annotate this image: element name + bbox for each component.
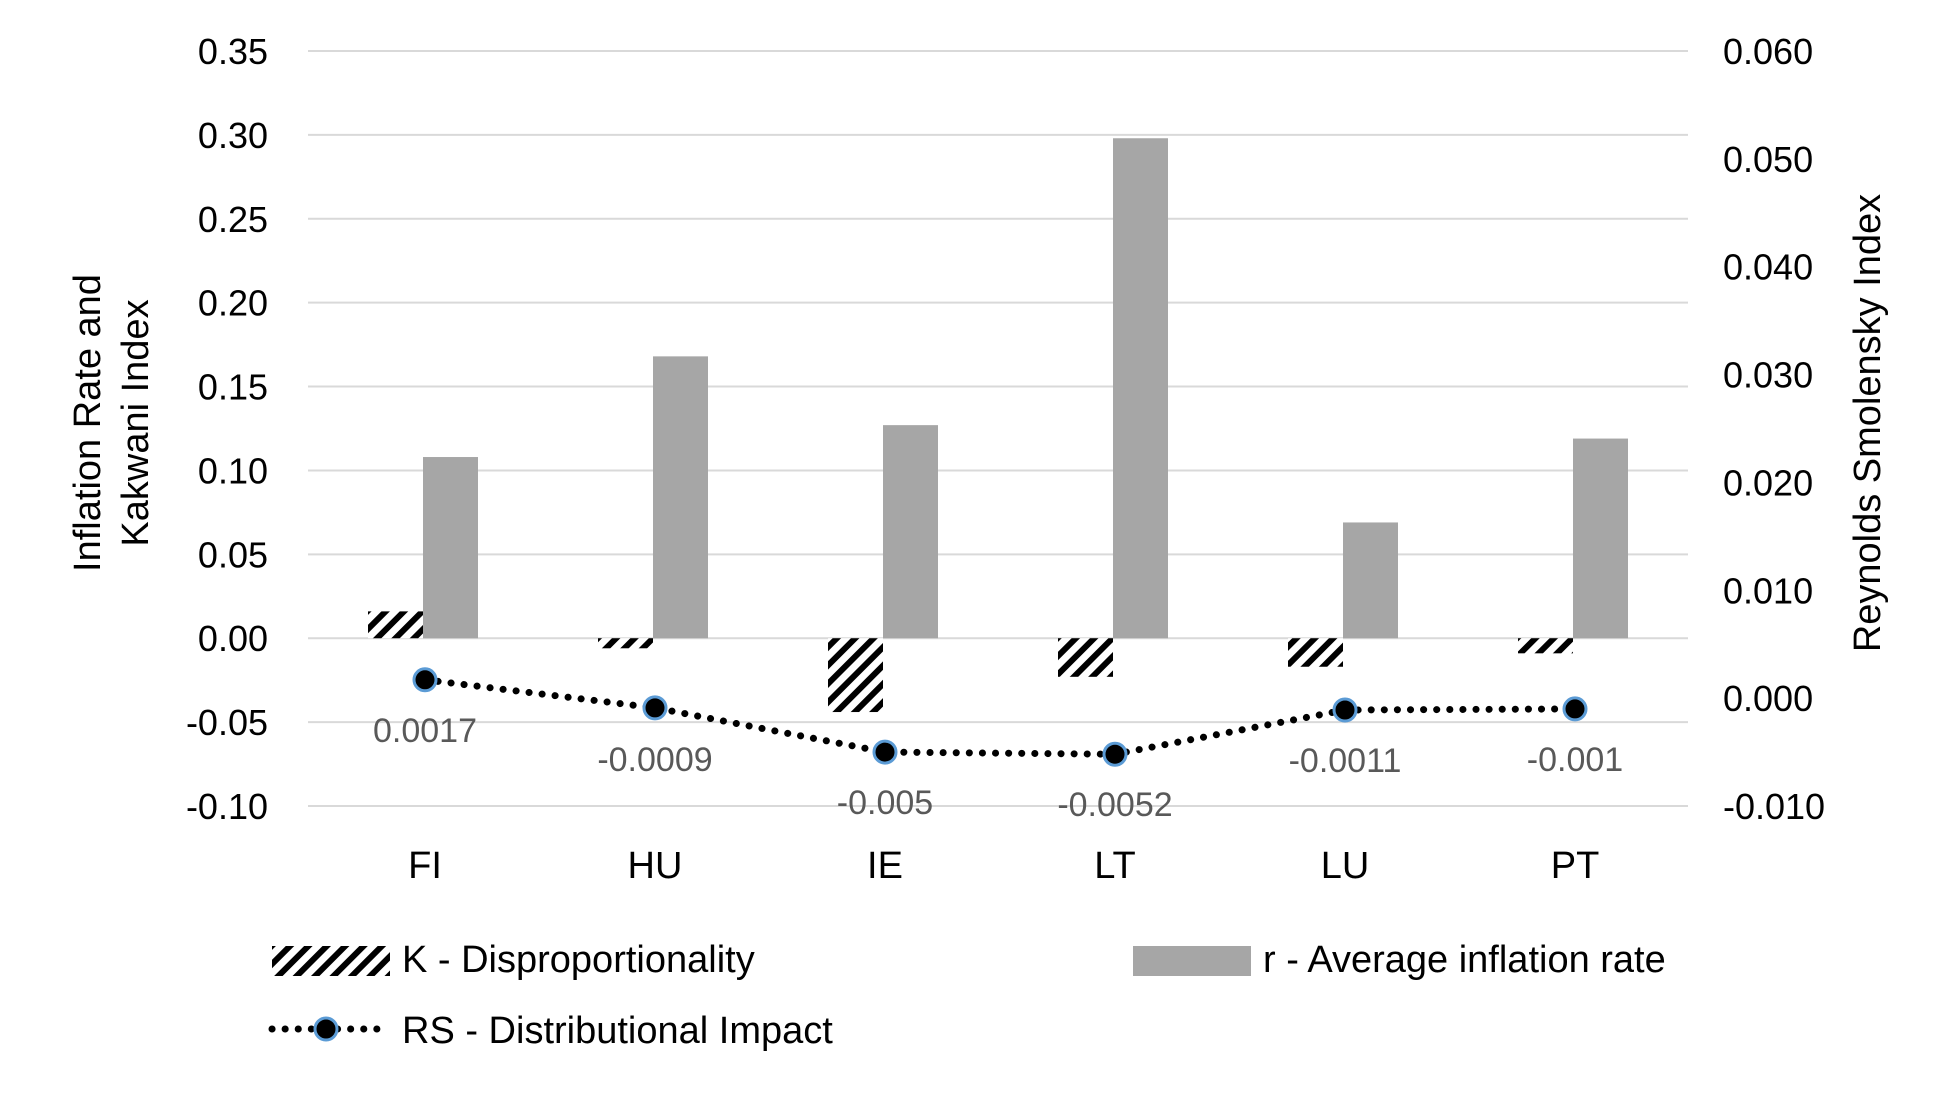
bar-r-pt: [1573, 438, 1628, 639]
rs-point-fi: [412, 667, 438, 693]
y2-tick-label: 0.010: [1723, 570, 1813, 611]
legend-item-rs[interactable]: RS - Distributional Impact: [268, 1010, 833, 1052]
rs-data-label: -0.0011: [1289, 742, 1402, 780]
y2-tick-label: 0.050: [1723, 139, 1813, 180]
y-tick-label: 0.20: [198, 283, 268, 324]
y-tick-label: 0.10: [198, 450, 268, 491]
rs-line: 0.0017 -0.0009 -0.005 -0.0052 -0.0011 -0.001: [373, 667, 1623, 824]
rs-point-hu: [642, 695, 668, 721]
bar-k-lu: [1288, 638, 1343, 667]
x-tick-label: FI: [408, 845, 442, 887]
legend-label-rs: RS - Distributional Impact: [402, 1010, 833, 1052]
rs-data-label: -0.001: [1527, 741, 1623, 779]
y-tick-label: 0.25: [198, 199, 268, 240]
bar-r-ie: [883, 425, 938, 639]
bar-r-fi: [423, 457, 478, 639]
x-tick-label: LU: [1321, 845, 1370, 887]
legend: K - Disproportionality r - Average infla…: [268, 939, 1666, 1052]
y2-axis-title: Reynolds Smolensky Index: [1847, 194, 1889, 652]
x-tick-label: IE: [867, 845, 903, 887]
y-tick-label: 0.00: [198, 618, 268, 659]
bar-k-fi: [368, 611, 423, 639]
rs-point-pt: [1562, 696, 1588, 722]
right-axis-ticks: 0.060 0.050 0.040 0.030 0.020 0.010 0.000 -0.01…: [1723, 31, 1825, 827]
x-tick-label: LT: [1094, 845, 1136, 887]
rs-series-line: [421, 676, 1579, 758]
y-tick-label: -0.10: [186, 786, 268, 827]
rs-data-label: 0.0017: [373, 712, 477, 750]
bar-r-lt: [1113, 138, 1168, 639]
legend-swatch-rs-marker: [313, 1016, 339, 1042]
y-tick-label: -0.05: [186, 702, 268, 743]
legend-swatch-r: [1133, 946, 1251, 976]
y-tick-label: 0.35: [198, 31, 268, 72]
rs-data-label: -0.0009: [597, 741, 712, 779]
bar-r-lu: [1343, 522, 1398, 639]
legend-label-r: r - Average inflation rate: [1263, 939, 1666, 981]
legend-item-k[interactable]: K - Disproportionality: [272, 939, 755, 981]
x-tick-label: HU: [628, 845, 683, 887]
bar-k-lt: [1058, 638, 1113, 677]
y-axis-title-line2: Kakwani Index: [115, 299, 157, 546]
bars: [368, 138, 1628, 713]
legend-swatch-k: [272, 946, 390, 976]
y-axis-title-line1: Inflation Rate and: [67, 274, 109, 572]
legend-label-k: K - Disproportionality: [402, 939, 755, 981]
y2-tick-label: 0.000: [1723, 678, 1813, 719]
y-tick-label: 0.05: [198, 534, 268, 575]
x-tick-label: PT: [1551, 845, 1600, 887]
y2-tick-label: -0.010: [1723, 786, 1825, 827]
bar-k-hu: [598, 638, 653, 649]
rs-data-label: -0.0052: [1057, 786, 1172, 824]
y2-tick-label: 0.060: [1723, 31, 1813, 72]
y2-tick-label: 0.040: [1723, 247, 1813, 288]
x-axis-ticks: FI HU IE LT LU PT: [408, 845, 1599, 887]
rs-data-label: -0.005: [837, 784, 933, 822]
bar-r-hu: [653, 356, 708, 639]
y-tick-label: 0.30: [198, 115, 268, 156]
rs-point-lu: [1332, 697, 1358, 723]
y2-tick-label: 0.020: [1723, 462, 1813, 503]
y-tick-label: 0.15: [198, 367, 268, 408]
bar-k-ie: [828, 638, 883, 713]
bar-k-pt: [1518, 638, 1573, 654]
rs-point-lt: [1102, 741, 1128, 767]
left-axis-ticks: 0.35 0.30 0.25 0.20 0.15 0.10 0.05 0.00 -0.05 -0.…: [186, 31, 268, 827]
rs-point-ie: [872, 739, 898, 765]
gridlines: [308, 50, 1688, 807]
y2-tick-label: 0.030: [1723, 355, 1813, 396]
legend-item-r[interactable]: r - Average inflation rate: [1133, 939, 1666, 981]
